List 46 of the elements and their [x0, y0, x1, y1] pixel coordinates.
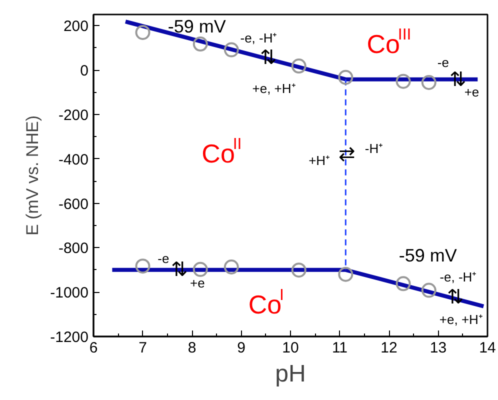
- y-tick-label: -1200: [50, 329, 89, 346]
- x-tick-label: 14: [479, 340, 496, 356]
- y-tick-label: -400: [58, 151, 89, 168]
- annotation: -e: [158, 250, 170, 266]
- x-tick-label: 7: [138, 340, 147, 356]
- point: [224, 42, 239, 58]
- annotation: -e, -H⁺: [440, 270, 476, 285]
- y-axis-title: E (mV vs. NHE): [23, 116, 42, 236]
- x-tick-label: 12: [380, 340, 398, 356]
- point: [396, 74, 411, 89]
- point: [338, 266, 354, 282]
- x-tick-label: 6: [89, 340, 98, 356]
- annotation: +e: [464, 84, 480, 100]
- annotation: +e: [190, 276, 205, 291]
- point: [421, 282, 436, 298]
- point: [291, 262, 306, 278]
- annotation: +H⁺: [308, 153, 330, 168]
- x-tick-label: 9: [237, 340, 246, 356]
- point: [192, 36, 208, 52]
- point: [396, 276, 411, 292]
- point: [291, 58, 306, 74]
- x-tick-label: 13: [430, 340, 447, 356]
- y-tick-label: 0: [80, 62, 88, 80]
- annotation: +e, +H⁺: [439, 312, 482, 327]
- y-tick-label: -600: [58, 196, 89, 213]
- annotation: -59 mV: [398, 245, 457, 266]
- point: [338, 70, 354, 85]
- point: [421, 74, 436, 90]
- x-tick-label: 11: [332, 340, 348, 356]
- point: [192, 262, 208, 277]
- y-tick-label: -1000: [50, 284, 89, 302]
- x-axis-title: pH: [275, 360, 306, 388]
- y-tick-label: -800: [58, 240, 89, 258]
- x-tick-label: 10: [282, 340, 299, 356]
- annotation: -59 mV: [168, 16, 226, 37]
- point: [224, 260, 239, 274]
- y-tick-label: -200: [58, 106, 89, 124]
- annotation: -e, -H⁺: [240, 30, 277, 46]
- annotation: ⇄: [338, 143, 356, 166]
- annotation: +e, +H⁺: [252, 81, 296, 96]
- y-tick-label: 200: [63, 18, 89, 36]
- x-tick-label: 8: [188, 340, 196, 356]
- point: [135, 258, 150, 274]
- point: [135, 25, 150, 40]
- annotation: -e: [437, 55, 449, 70]
- annotation: -H⁺: [364, 141, 383, 156]
